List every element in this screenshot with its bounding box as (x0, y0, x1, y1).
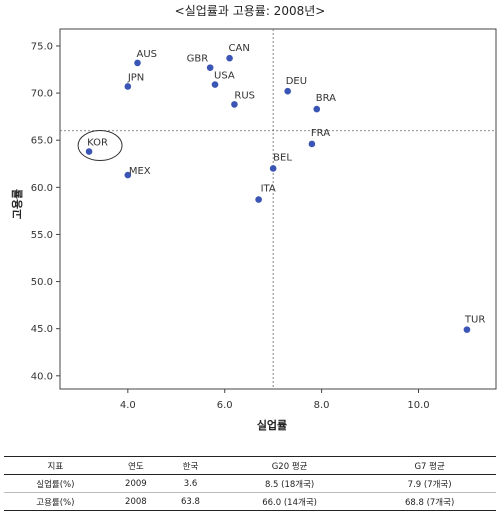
plot-frame (59, 28, 497, 390)
point-mex (124, 171, 132, 179)
point-bra (313, 105, 321, 113)
y-tick-label: 70.0 (31, 89, 53, 100)
y-tick-label: 65.0 (31, 136, 53, 147)
table-row: 실업률(%) 2009 3.6 8.5 (18개국) 7.9 (7개국) (4, 474, 496, 493)
table-row: 고용률(%) 2008 63.8 66.0 (14개국) 68.8 (7개국) (4, 492, 496, 511)
y-tick-label: 55.0 (31, 230, 53, 241)
y-tick-label: 45.0 (31, 324, 53, 335)
point-label-kor: KOR (87, 138, 108, 149)
table-header-row: 지표 연도 한국 G20 평균 G7 평균 (4, 456, 496, 475)
point-label-bra: BRA (316, 93, 336, 104)
point-aus (134, 59, 141, 67)
table-header-cell: 연도 (106, 456, 165, 475)
table-cell: 2008 (106, 492, 165, 511)
point-gbr (206, 64, 214, 71)
point-deu (284, 87, 291, 95)
table-header-cell: 지표 (4, 456, 107, 475)
table-header-cell: 한국 (164, 456, 216, 475)
point-label-aus: AUS (137, 49, 158, 60)
table-cell: 3.6 (164, 474, 216, 493)
table-cell: 7.9 (7개국) (363, 474, 496, 493)
point-kor (85, 148, 93, 155)
table-cell: 68.8 (7개국) (363, 492, 496, 511)
x-tick-label: 6.0 (217, 400, 233, 411)
scatter-plot: 40.0 45.0 50.0 55.0 60.0 65.0 70.0 75.0 4.0 6.0 8.… (11, 28, 497, 432)
point-usa (211, 81, 219, 88)
y-tick-label: 50.0 (31, 277, 53, 288)
point-label-deu: DEU (286, 76, 307, 87)
chart-title: <실업률과 고용률: 2008년> (174, 4, 326, 18)
point-tur (463, 326, 471, 333)
point-label-gbr: GBR (187, 54, 209, 65)
point-label-usa: USA (214, 71, 235, 82)
point-jpn (124, 83, 132, 90)
y-tick-label: 40.0 (31, 371, 53, 382)
table-header-cell: G20 평균 (215, 456, 364, 475)
table-cell: 66.0 (14개국) (215, 492, 364, 511)
point-label-mex: MEX (129, 166, 151, 177)
x-axis-title: 실업률 (257, 418, 287, 432)
point-can (226, 54, 233, 62)
table-cell: 2009 (106, 474, 165, 493)
point-label-tur: TUR (464, 315, 485, 326)
y-tick-label: 75.0 (31, 41, 53, 52)
point-label-jpn: JPN (127, 72, 144, 83)
point-label-can: CAN (229, 43, 250, 54)
point-label-fra: FRA (311, 128, 330, 139)
point-label-bel: BEL (273, 152, 292, 163)
point-ita (255, 196, 262, 203)
table-cell: 고용률(%) (4, 492, 107, 511)
point-rus (231, 101, 238, 108)
y-axis-title: 고용률 (11, 189, 24, 219)
x-tick-label: 10.0 (407, 400, 429, 411)
highlight-ellipse (77, 130, 123, 162)
summary-table: 지표 연도 한국 G20 평균 G7 평균 실업률(%) 2009 3.6 8.5 (18개국… (4, 456, 496, 511)
table-cell: 63.8 (164, 492, 216, 511)
point-fra (308, 140, 316, 148)
table-cell: 8.5 (18개국) (215, 474, 364, 493)
y-tick-label: 60.0 (31, 183, 53, 194)
table-cell: 실업률(%) (4, 474, 107, 493)
point-label-rus: RUS (234, 90, 255, 101)
x-tick-label: 8.0 (314, 400, 330, 411)
point-label-ita: ITA (261, 184, 276, 195)
point-bel (269, 165, 277, 172)
table-header-cell: G7 평균 (363, 456, 496, 475)
x-tick-label: 4.0 (120, 400, 136, 411)
